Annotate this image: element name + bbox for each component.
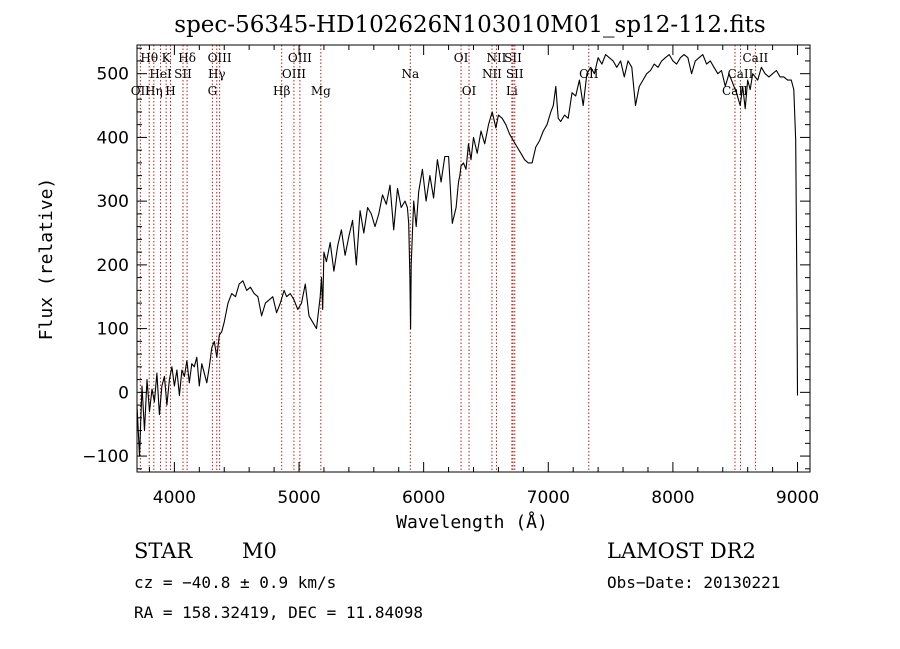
spectral-line-label: NII <box>486 51 506 65</box>
spectral-line-label: OII <box>579 67 599 81</box>
spectral-line-label: Na <box>401 67 419 81</box>
spectral-line-label: Hδ <box>178 51 196 65</box>
spectral-line-label: Hγ <box>208 67 226 81</box>
spectral-line-label: Li <box>506 84 518 98</box>
chart-title: spec-56345-HD102626N103010M01_sp12-112.f… <box>174 12 765 38</box>
object-subclass: M0 <box>242 539 277 563</box>
redshift-cz: cz = −40.8 ± 0.9 km/s <box>134 573 336 592</box>
y-tick-label: 500 <box>97 65 129 85</box>
spectral-line-label: OI <box>462 84 477 98</box>
y-tick-label: 100 <box>97 320 129 340</box>
spectral-line-label: Hβ <box>273 84 290 98</box>
x-tick-label: 4000 <box>153 488 196 508</box>
survey-name: LAMOST DR2 <box>607 539 756 563</box>
x-tick-label: 5000 <box>277 488 320 508</box>
spectral-line-label: OI <box>454 51 469 65</box>
y-tick-label: 400 <box>97 128 129 148</box>
spectral-line-label: CaII <box>728 67 754 81</box>
spectral-line-label: HeI <box>149 67 172 81</box>
spectrum-series-line <box>136 54 799 457</box>
spectral-line-label: OIII <box>208 51 232 65</box>
spectral-line-label: SII <box>174 67 192 81</box>
plot-frame <box>136 44 811 473</box>
spectral-line-label: H <box>165 84 175 98</box>
spectral-line-label: OII <box>131 84 151 98</box>
spectral-line-label: K <box>162 51 172 65</box>
y-tick-label: 200 <box>97 256 129 276</box>
x-tick-label: 7000 <box>527 488 570 508</box>
y-tick-label: 0 <box>118 383 129 403</box>
y-axis-ticks: −100 0 100 200 300 400 500 <box>82 47 810 470</box>
spectral-line-label: G <box>208 84 218 98</box>
y-tick-label: −100 <box>82 447 129 467</box>
spectral-line-label: CaII <box>742 51 768 65</box>
y-axis-label: Flux (relative) <box>36 178 57 341</box>
spectral-line-label: SII <box>506 67 524 81</box>
spectral-line-label: Mg <box>311 84 331 98</box>
spectral-line-label: Hθ <box>140 51 158 65</box>
y-tick-label: 300 <box>97 192 129 212</box>
spectral-line-label: OIII <box>288 51 312 65</box>
x-axis-label: Wavelength (Å) <box>396 511 548 533</box>
x-tick-label: 9000 <box>776 488 819 508</box>
observation-date: Obs−Date: 20130221 <box>607 573 780 592</box>
spectral-line-label: SII <box>504 51 522 65</box>
x-axis-ticks: 4000 5000 6000 7000 8000 9000 <box>148 45 819 508</box>
object-class: STAR <box>134 539 193 563</box>
ra-dec-coordinates: RA = 158.32419, DEC = 11.84098 <box>134 603 423 622</box>
x-tick-label: 6000 <box>402 488 445 508</box>
spectral-line-label: Hη <box>145 84 163 98</box>
spectral-line-label: OIII <box>282 67 306 81</box>
spectral-line-markers <box>139 45 756 472</box>
x-tick-label: 8000 <box>651 488 694 508</box>
spectral-line-label: NII <box>482 67 502 81</box>
